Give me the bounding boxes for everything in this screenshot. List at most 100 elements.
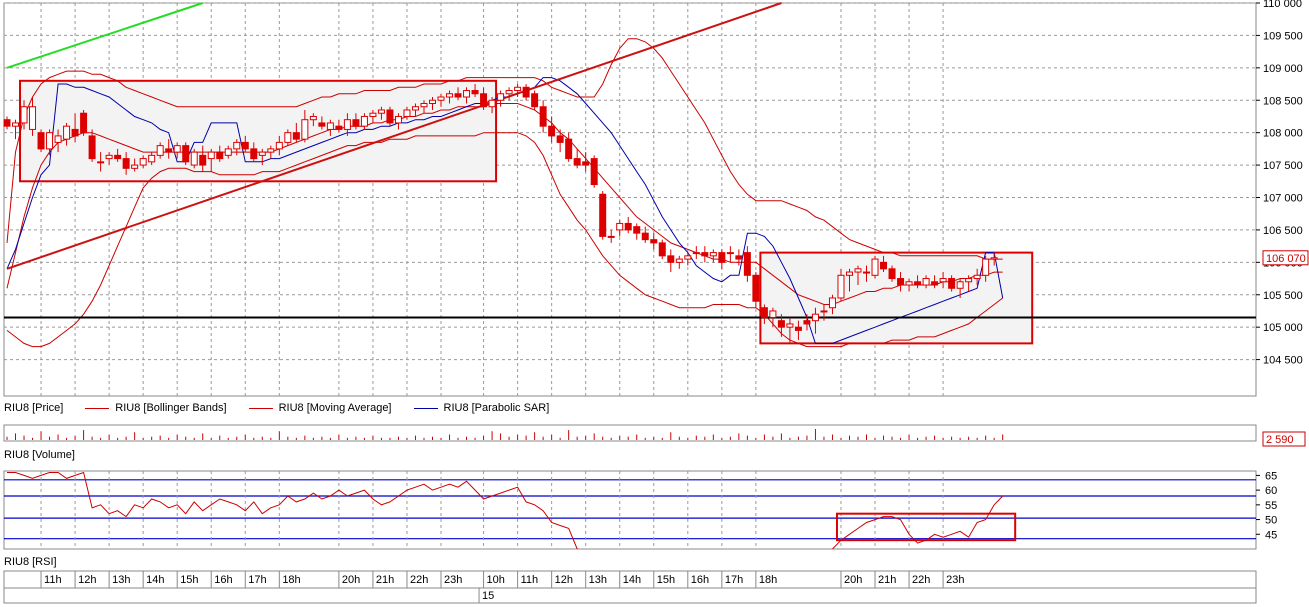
candle-body: [309, 115, 317, 121]
volume-panel-title: RIU8 [Volume]: [4, 449, 75, 461]
moving-average-line: [6, 103, 1003, 305]
candle-body: [948, 278, 956, 289]
candle-body: [582, 161, 590, 166]
legend-price: RIU8 [Price]: [4, 402, 63, 414]
legend-ma-swatch: [248, 407, 273, 409]
price-axis-label: 105 000: [1263, 322, 1303, 334]
candle-body: [386, 109, 394, 124]
legend-ma-label: RIU8 [Moving Average]: [278, 402, 392, 414]
candle-body: [990, 257, 998, 260]
candle-body: [139, 158, 147, 166]
candle-body: [3, 119, 11, 127]
candle-body: [641, 232, 649, 241]
time-axis-label: 15h: [180, 574, 198, 586]
candle-body: [794, 326, 802, 331]
candle-body: [548, 125, 556, 137]
trend-line: [6, 2, 782, 270]
candle-body: [369, 112, 377, 117]
price-axis-label: 104 500: [1263, 355, 1303, 367]
candle-body: [352, 119, 360, 127]
candle-body: [956, 281, 964, 289]
time-axis-label: 22h: [912, 574, 930, 586]
candle-body: [318, 122, 326, 127]
time-axis-label: 12h: [555, 574, 573, 586]
candle-body: [735, 255, 743, 260]
time-axis-label: 13h: [112, 574, 130, 586]
candle-body: [20, 106, 28, 124]
candle-body: [752, 274, 760, 302]
legend-sar: RIU8 [Parabolic SAR]: [406, 402, 550, 414]
rsi-axis-label: 55: [1265, 500, 1277, 512]
legend-sar-swatch: [413, 407, 438, 409]
candle-body: [684, 255, 692, 260]
candle-body: [556, 135, 564, 143]
candle-body: [726, 252, 734, 255]
candle-body: [922, 278, 930, 286]
candle-body: [71, 128, 79, 137]
candle-body: [633, 226, 641, 234]
price-axis-label: 105 500: [1263, 290, 1303, 302]
candle-body: [360, 115, 368, 127]
candle-body: [207, 151, 215, 160]
bollinger-lower-line: [6, 132, 1004, 348]
candle-body: [973, 274, 981, 280]
price-axis-label: 109 500: [1263, 30, 1303, 42]
candle-body: [786, 323, 794, 328]
candle-body: [675, 258, 683, 263]
candle-body: [599, 193, 607, 237]
last-price-box: [1262, 250, 1309, 266]
candle-body: [233, 141, 241, 150]
price-legend: RIU8 [Price] RIU8 [Bollinger Bands] RIU8…: [4, 401, 563, 415]
candle-body: [105, 154, 113, 160]
candle-body: [165, 148, 173, 153]
candle-body: [573, 158, 581, 166]
legend-bands-label: RIU8 [Bollinger Bands]: [115, 402, 227, 414]
candle-body: [335, 125, 343, 130]
candle-body: [403, 109, 411, 117]
candle-body: [224, 148, 232, 156]
candle-body: [982, 258, 990, 276]
candle-body: [437, 96, 445, 101]
rsi-line: [7, 471, 1004, 549]
time-axis-label: 10h: [487, 574, 505, 586]
candle-body: [148, 154, 156, 163]
candle-body: [97, 161, 105, 164]
legend-bands: RIU8 [Bollinger Bands]: [77, 402, 227, 414]
candle-body: [803, 320, 811, 325]
price-axis-label: 106 500: [1263, 225, 1303, 237]
price-axis-label: 108 500: [1263, 95, 1303, 107]
time-axis-label: 21h: [376, 574, 394, 586]
candle-body: [420, 102, 428, 108]
candle-body: [905, 281, 913, 286]
candle-body: [709, 252, 717, 257]
candle-body: [590, 158, 598, 186]
candle-body: [658, 242, 666, 257]
candle-body: [463, 90, 471, 98]
time-axis-days: [3, 587, 1257, 604]
candle-body: [122, 158, 130, 169]
candle-body: [820, 310, 828, 313]
candle-body: [497, 93, 505, 101]
time-axis-label: 15h: [657, 574, 675, 586]
candle-body: [446, 93, 454, 98]
candle-body: [88, 135, 96, 160]
candle-body: [46, 132, 54, 150]
legend-sar-label: RIU8 [Parabolic SAR]: [443, 402, 550, 414]
time-axis-label: 14h: [146, 574, 164, 586]
bollinger-upper-line: [6, 38, 1003, 260]
time-axis-label: 16h: [691, 574, 709, 586]
candle-body: [156, 145, 164, 156]
candle-body: [173, 145, 181, 153]
time-axis-label: 23h: [946, 574, 964, 586]
time-axis-label: 16h: [214, 574, 232, 586]
time-axis-label: 23h: [444, 574, 462, 586]
candle-body: [718, 252, 726, 263]
price-axis-label: 107 500: [1263, 160, 1303, 172]
candle-body: [429, 99, 436, 104]
trend-line-green: [6, 2, 204, 69]
rsi-axis-label: 60: [1265, 485, 1277, 497]
candle-body: [871, 258, 879, 276]
candle-body: [326, 122, 334, 130]
legend-bands-swatch: [85, 407, 110, 409]
volume-panel-frame: [3, 424, 1257, 442]
